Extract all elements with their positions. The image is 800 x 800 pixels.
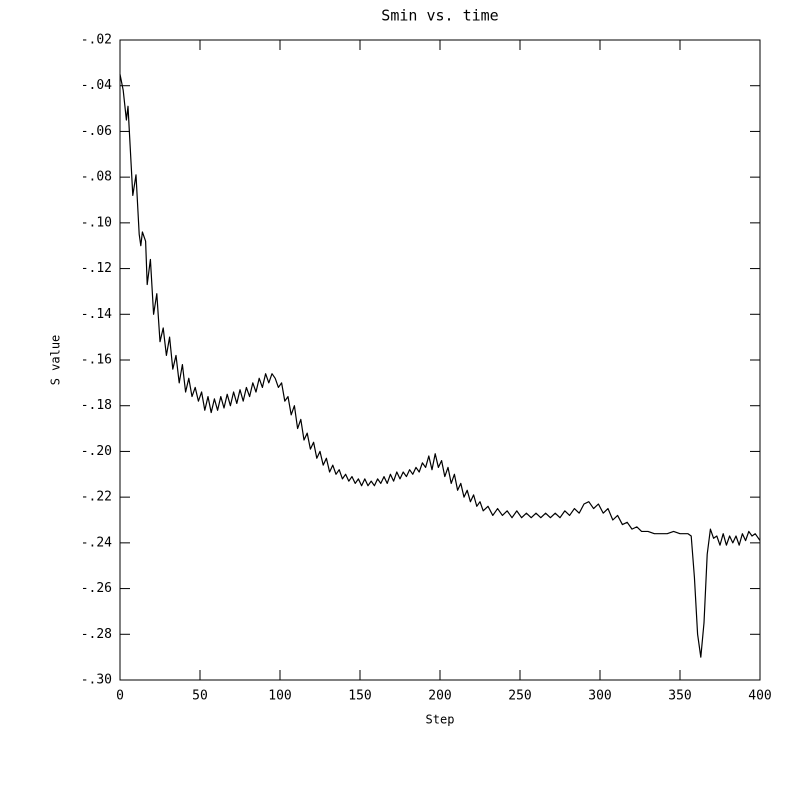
- chart-title: Smin vs. time: [381, 7, 498, 25]
- y-tick-label: -.08: [81, 170, 112, 185]
- x-tick-label: 300: [588, 689, 611, 704]
- y-tick-label: -.12: [81, 261, 112, 276]
- y-tick-label: -.06: [81, 124, 112, 139]
- y-tick-label: -.10: [81, 215, 112, 230]
- y-tick-label: -.02: [81, 33, 112, 48]
- y-tick-label: -.16: [81, 353, 112, 368]
- x-tick-label: 50: [192, 689, 208, 704]
- x-axis-label: Step: [426, 713, 455, 727]
- y-tick-label: -.28: [81, 627, 112, 642]
- x-tick-label: 100: [268, 689, 291, 704]
- y-tick-label: -.14: [81, 307, 112, 322]
- y-axis-label: S value: [49, 335, 63, 386]
- y-tick-label: -.30: [81, 673, 112, 688]
- x-tick-label: 200: [428, 689, 451, 704]
- y-tick-label: -.24: [81, 535, 112, 550]
- x-tick-label: 350: [668, 689, 691, 704]
- y-tick-label: -.20: [81, 444, 112, 459]
- x-tick-label: 400: [748, 689, 771, 704]
- x-tick-label: 250: [508, 689, 531, 704]
- x-tick-label: 0: [116, 689, 124, 704]
- y-tick-label: -.26: [81, 581, 112, 596]
- y-tick-label: -.18: [81, 398, 112, 413]
- y-tick-label: -.22: [81, 490, 112, 505]
- x-tick-label: 150: [348, 689, 371, 704]
- y-tick-label: -.04: [81, 78, 112, 93]
- data-line: [119, 74, 761, 658]
